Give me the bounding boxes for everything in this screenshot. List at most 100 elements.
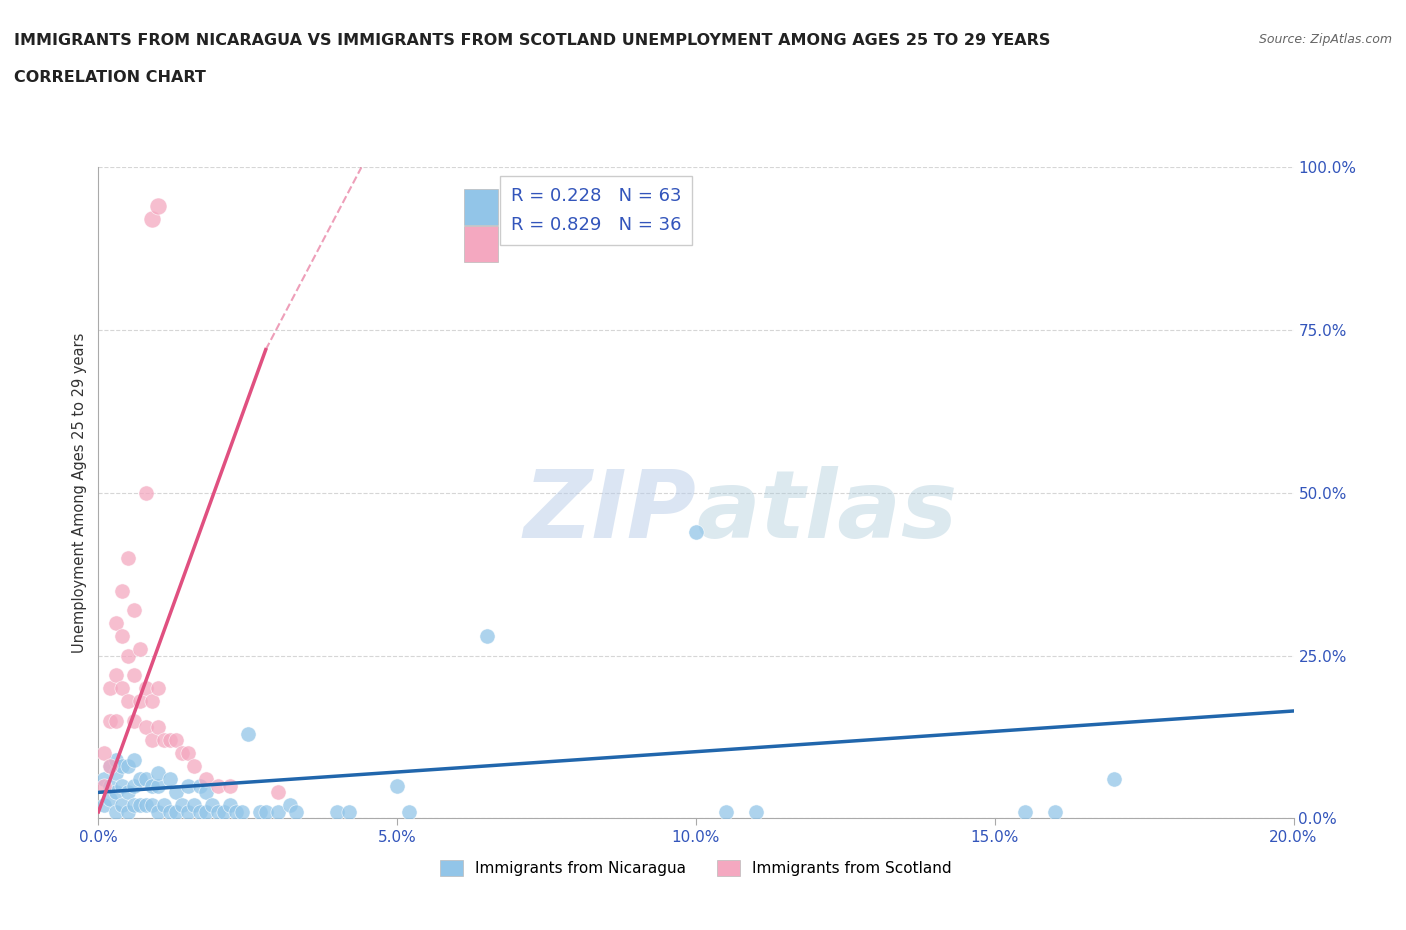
Point	[714, 804, 737, 819]
Point	[339, 804, 361, 819]
Point	[148, 804, 170, 819]
Point	[278, 798, 301, 813]
Point	[117, 804, 139, 819]
Point	[98, 759, 122, 774]
Point	[172, 798, 194, 813]
Point	[124, 603, 146, 618]
Point	[148, 199, 170, 214]
Point	[111, 583, 134, 598]
Point	[111, 681, 134, 696]
Point	[685, 525, 707, 539]
Point	[326, 804, 349, 819]
Point	[105, 616, 128, 631]
Point	[111, 629, 134, 644]
Point	[124, 668, 146, 683]
Point	[117, 648, 139, 663]
Point	[129, 694, 152, 709]
Point	[93, 746, 115, 761]
Point	[207, 804, 229, 819]
Point	[172, 746, 194, 761]
Point	[117, 785, 139, 800]
Point	[153, 733, 176, 748]
Point	[165, 804, 187, 819]
Point	[1104, 772, 1126, 787]
Point	[135, 681, 157, 696]
Point	[117, 551, 139, 565]
Point	[105, 765, 128, 780]
Point	[183, 798, 205, 813]
Point	[141, 798, 163, 813]
Point	[98, 759, 122, 774]
Point	[93, 778, 115, 793]
Point	[231, 804, 253, 819]
Point	[93, 798, 115, 813]
Point	[135, 720, 157, 735]
Point	[141, 778, 163, 793]
Text: ZIP: ZIP	[523, 467, 696, 558]
Point	[159, 733, 181, 748]
Text: IMMIGRANTS FROM NICARAGUA VS IMMIGRANTS FROM SCOTLAND UNEMPLOYMENT AMONG AGES 25: IMMIGRANTS FROM NICARAGUA VS IMMIGRANTS …	[14, 33, 1050, 47]
Point	[195, 785, 218, 800]
Point	[188, 804, 211, 819]
Point	[148, 681, 170, 696]
Point	[254, 804, 277, 819]
Point	[111, 759, 134, 774]
Point	[129, 772, 152, 787]
Point	[141, 212, 163, 227]
Point	[165, 733, 187, 748]
Point	[98, 791, 122, 806]
Point	[249, 804, 271, 819]
Point	[93, 772, 115, 787]
Point	[105, 785, 128, 800]
Point	[177, 778, 200, 793]
Y-axis label: Unemployment Among Ages 25 to 29 years: Unemployment Among Ages 25 to 29 years	[72, 333, 87, 653]
Text: atlas: atlas	[696, 467, 957, 558]
Point	[117, 759, 139, 774]
Point	[159, 772, 181, 787]
Point	[135, 485, 157, 500]
Point	[148, 778, 170, 793]
Point	[398, 804, 420, 819]
Point	[201, 798, 224, 813]
Point	[129, 798, 152, 813]
Point	[135, 798, 157, 813]
Point	[111, 778, 134, 793]
Point	[98, 681, 122, 696]
Text: CORRELATION CHART: CORRELATION CHART	[14, 70, 205, 85]
Point	[111, 798, 134, 813]
Point	[385, 778, 409, 793]
Point	[148, 720, 170, 735]
Point	[207, 778, 229, 793]
Point	[1043, 804, 1066, 819]
Point	[195, 772, 218, 787]
Point	[1014, 804, 1036, 819]
Point	[267, 804, 290, 819]
Point	[475, 629, 498, 644]
Point	[98, 713, 122, 728]
Point	[98, 778, 122, 793]
Point	[153, 798, 176, 813]
Point	[177, 804, 200, 819]
Point	[219, 778, 242, 793]
Point	[225, 804, 247, 819]
Point	[159, 804, 181, 819]
Point	[745, 804, 768, 819]
Point	[141, 733, 163, 748]
Bar	[464, 189, 498, 225]
Point	[148, 765, 170, 780]
Point	[117, 694, 139, 709]
Point	[105, 668, 128, 683]
Point	[135, 772, 157, 787]
Text: Source: ZipAtlas.com: Source: ZipAtlas.com	[1258, 33, 1392, 46]
Point	[105, 713, 128, 728]
Point	[183, 759, 205, 774]
Legend: Immigrants from Nicaragua, Immigrants from Scotland: Immigrants from Nicaragua, Immigrants fr…	[434, 854, 957, 883]
Point	[124, 778, 146, 793]
Point	[165, 785, 187, 800]
Point	[129, 642, 152, 657]
Point	[124, 752, 146, 767]
Point	[219, 798, 242, 813]
Point	[195, 804, 218, 819]
Point	[188, 778, 211, 793]
Point	[236, 726, 259, 741]
